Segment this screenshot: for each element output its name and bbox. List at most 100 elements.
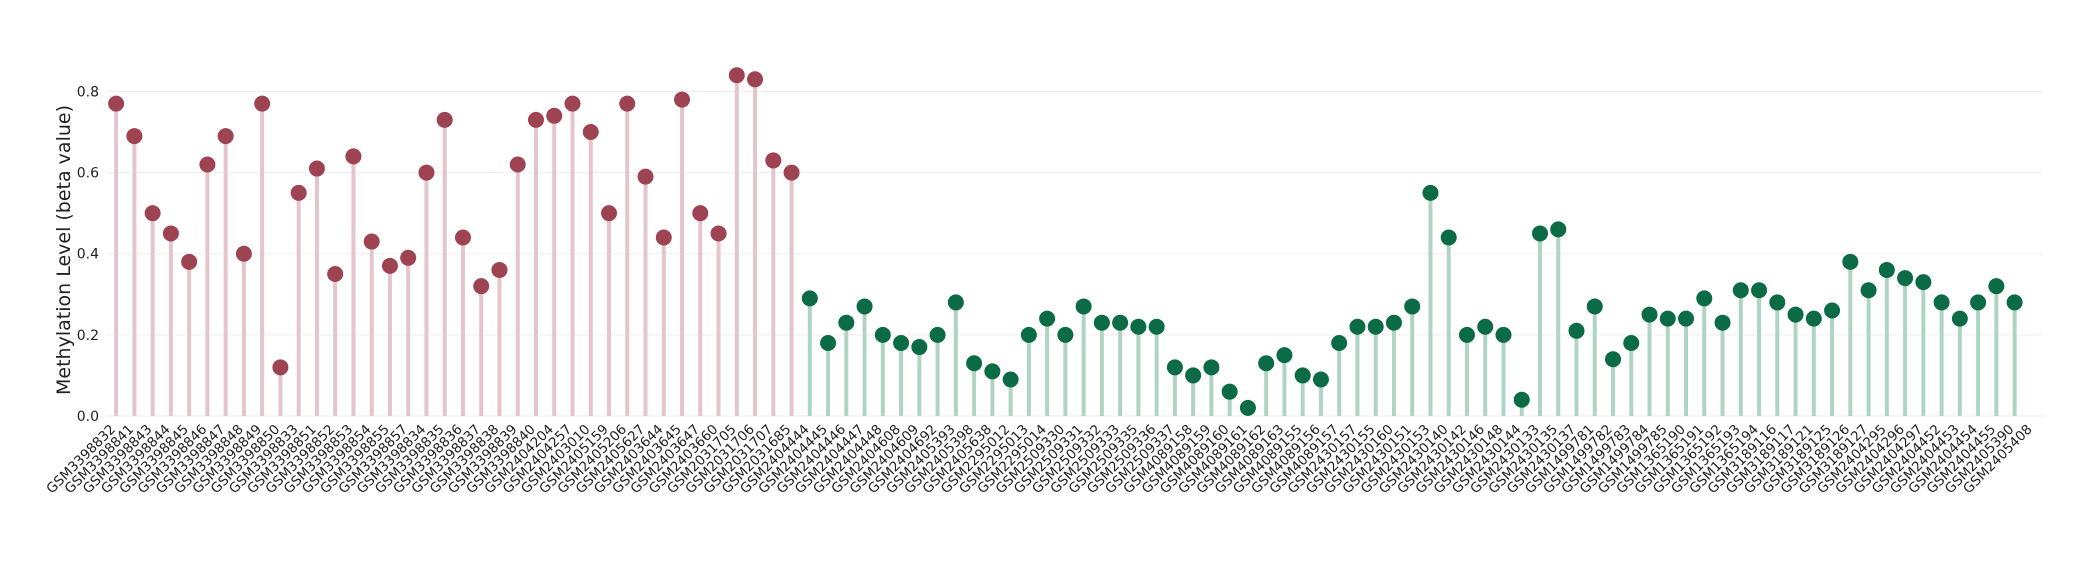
marker xyxy=(2006,294,2023,311)
marker xyxy=(619,95,636,112)
marker xyxy=(1258,355,1275,372)
marker xyxy=(1312,371,1329,388)
marker xyxy=(710,225,727,242)
marker xyxy=(692,205,709,222)
marker xyxy=(126,128,143,145)
marker xyxy=(1057,326,1074,343)
y-tick-label: 0.4 xyxy=(77,247,99,263)
marker xyxy=(1385,314,1402,331)
marker xyxy=(1860,282,1877,299)
marker xyxy=(1112,314,1129,331)
marker xyxy=(527,111,544,128)
marker xyxy=(966,355,983,372)
marker xyxy=(1185,367,1202,384)
marker xyxy=(235,245,252,262)
marker xyxy=(1951,310,1968,327)
y-tick-label: 0.2 xyxy=(77,328,99,344)
marker xyxy=(418,164,435,181)
y-tick-label: 0.0 xyxy=(77,409,99,425)
marker xyxy=(1148,318,1165,335)
marker xyxy=(1933,294,1950,311)
marker xyxy=(1513,391,1530,408)
marker xyxy=(582,124,599,141)
marker xyxy=(144,205,161,222)
marker xyxy=(1751,282,1768,299)
marker xyxy=(162,225,179,242)
marker xyxy=(1915,274,1932,291)
marker xyxy=(1458,326,1475,343)
marker xyxy=(1477,318,1494,335)
marker xyxy=(1586,298,1603,315)
marker xyxy=(637,168,654,185)
marker xyxy=(1294,367,1311,384)
marker xyxy=(765,152,782,169)
y-tick-label: 0.6 xyxy=(77,166,99,182)
marker xyxy=(564,95,581,112)
marker xyxy=(801,290,818,307)
marker xyxy=(1878,261,1895,278)
marker xyxy=(217,128,234,145)
marker xyxy=(290,184,307,201)
marker xyxy=(1495,326,1512,343)
marker xyxy=(674,91,691,108)
marker xyxy=(1696,290,1713,307)
marker xyxy=(1130,318,1147,335)
marker xyxy=(1203,359,1220,376)
y-axis-label: Methylation Level (beta value) xyxy=(53,105,75,395)
y-tick-label: 0.8 xyxy=(77,84,99,100)
marker xyxy=(1404,298,1421,315)
marker xyxy=(1276,347,1293,364)
marker xyxy=(728,67,745,84)
marker xyxy=(381,257,398,274)
marker xyxy=(1714,314,1731,331)
marker xyxy=(929,326,946,343)
marker xyxy=(1842,253,1859,270)
marker xyxy=(893,334,910,351)
marker xyxy=(947,294,964,311)
marker xyxy=(308,160,325,177)
marker xyxy=(1331,334,1348,351)
marker xyxy=(1349,318,1366,335)
marker xyxy=(783,164,800,181)
marker xyxy=(400,249,417,266)
marker xyxy=(108,95,125,112)
marker xyxy=(1440,229,1457,246)
marker xyxy=(272,359,289,376)
marker xyxy=(911,339,928,356)
marker xyxy=(1568,322,1585,339)
marker xyxy=(1787,306,1804,323)
marker xyxy=(601,205,618,222)
marker xyxy=(1239,399,1256,416)
marker xyxy=(1988,278,2005,295)
marker xyxy=(1531,225,1548,242)
marker xyxy=(1623,334,1640,351)
marker xyxy=(984,363,1001,380)
marker xyxy=(181,253,198,270)
marker xyxy=(1824,302,1841,319)
marker xyxy=(345,148,362,165)
marker xyxy=(254,95,271,112)
marker xyxy=(509,156,526,173)
marker xyxy=(1641,306,1658,323)
marker xyxy=(874,326,891,343)
marker xyxy=(1550,221,1567,238)
marker xyxy=(1166,359,1183,376)
marker xyxy=(436,111,453,128)
marker xyxy=(199,156,216,173)
marker xyxy=(363,233,380,250)
marker xyxy=(820,334,837,351)
marker xyxy=(1897,270,1914,287)
marker xyxy=(1678,310,1695,327)
marker xyxy=(838,314,855,331)
marker xyxy=(1605,351,1622,368)
marker xyxy=(1805,310,1822,327)
marker xyxy=(1659,310,1676,327)
marker xyxy=(1039,310,1056,327)
marker xyxy=(327,266,344,283)
marker xyxy=(1093,314,1110,331)
marker xyxy=(655,229,672,246)
marker xyxy=(1075,298,1092,315)
marker xyxy=(747,71,764,88)
marker xyxy=(1732,282,1749,299)
